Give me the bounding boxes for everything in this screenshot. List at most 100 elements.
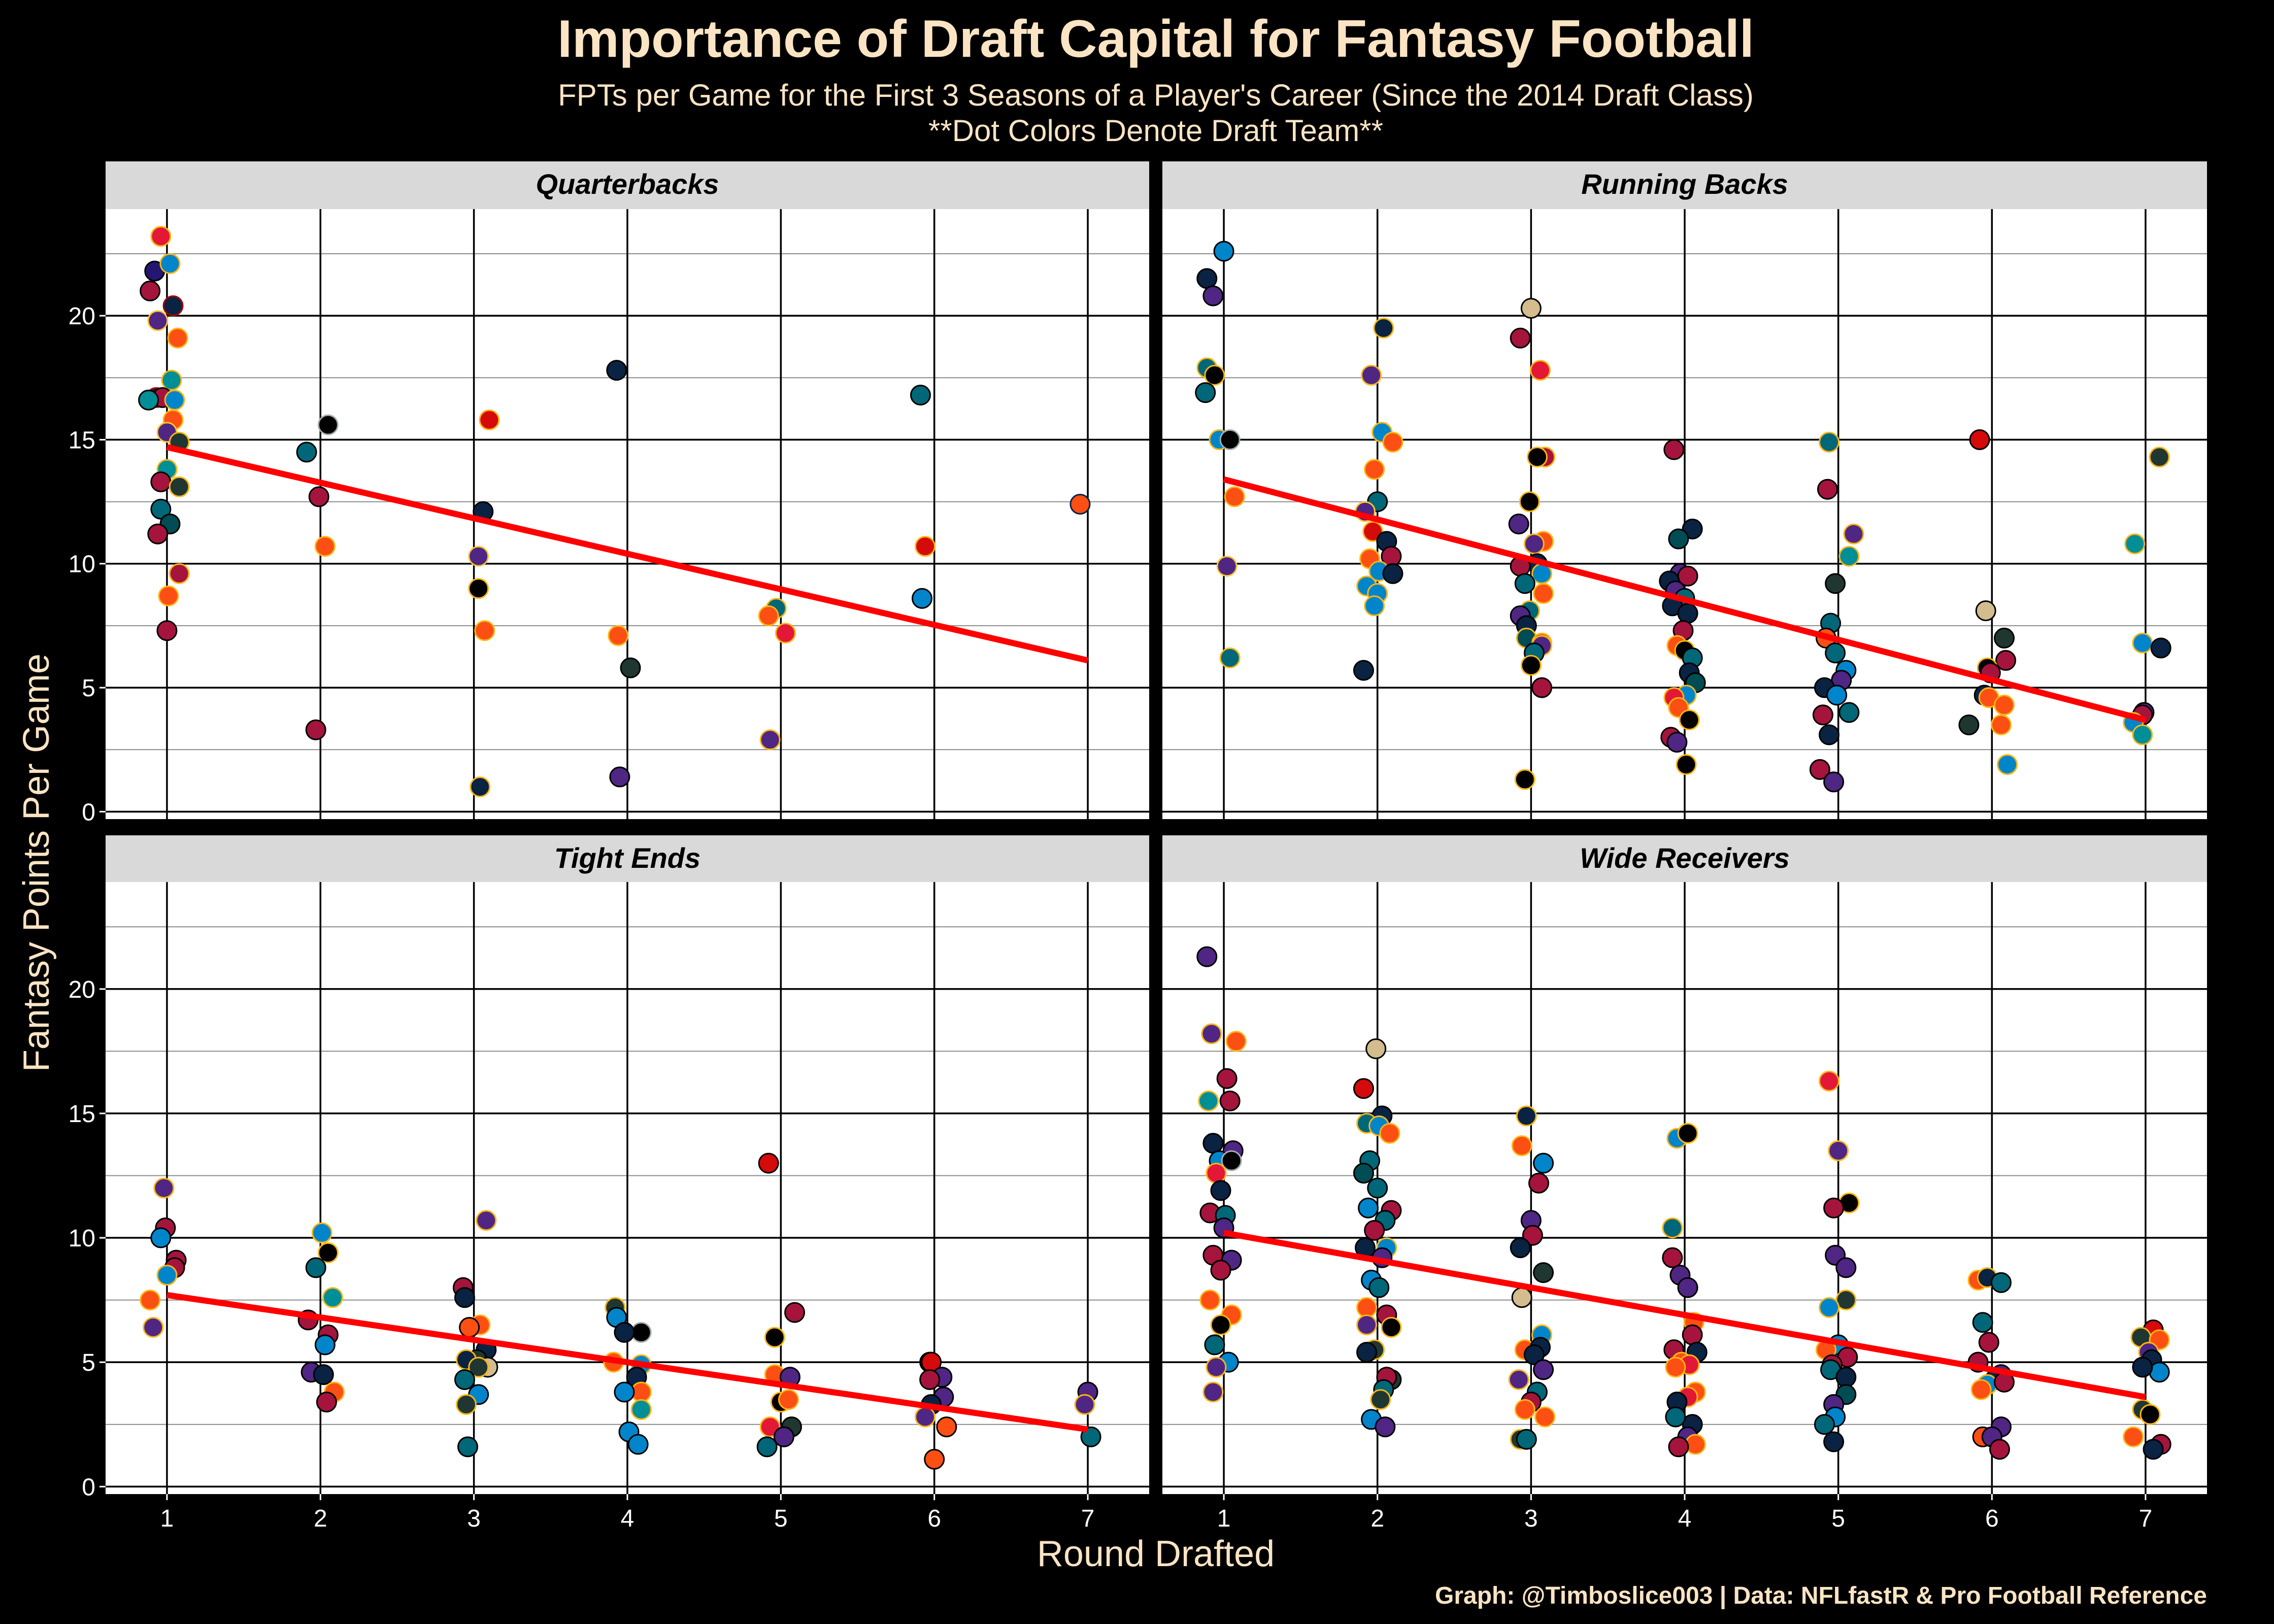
data-point — [1199, 1290, 1221, 1311]
data-point — [775, 623, 796, 644]
data-point — [1520, 297, 1542, 319]
trend-line — [1223, 1230, 2146, 1400]
data-point — [1523, 533, 1545, 555]
data-point — [778, 1389, 799, 1410]
data-point — [1843, 523, 1864, 545]
data-point — [758, 1153, 779, 1174]
data-point — [1368, 1277, 1390, 1298]
x-tick-label: 2 — [1370, 1505, 1384, 1532]
data-point — [912, 588, 933, 609]
chart-subtitle-line2: **Dot Colors Denote Draft Team** — [928, 114, 1383, 148]
y-tick-label: 5 — [82, 1349, 95, 1376]
data-point — [159, 253, 181, 274]
data-point — [1069, 493, 1091, 515]
data-point — [915, 536, 936, 557]
strip-label-tight-ends: Tight Ends — [554, 842, 700, 874]
data-point — [1210, 1260, 1231, 1281]
data-point — [1817, 479, 1838, 500]
data-point — [1823, 1197, 1845, 1219]
data-point — [2149, 447, 2170, 468]
data-point — [756, 1436, 778, 1458]
data-point — [1666, 732, 1688, 753]
data-point — [1972, 1312, 1993, 1333]
data-point — [1812, 704, 1833, 726]
strip-tight-ends — [106, 835, 1149, 883]
data-point — [2132, 632, 2153, 654]
data-point — [162, 295, 184, 317]
data-point — [169, 563, 190, 584]
data-point — [164, 389, 185, 411]
data-point — [1685, 1434, 1706, 1455]
data-point — [1828, 1140, 1849, 1161]
strip-label-running-backs: Running Backs — [1581, 168, 1788, 200]
data-point — [1818, 1070, 1840, 1092]
data-point — [305, 1257, 326, 1278]
data-point — [313, 1364, 334, 1385]
y-tick-label: 10 — [69, 1225, 95, 1252]
data-point — [1510, 327, 1531, 349]
strip-label-quarterbacks: Quarterbacks — [536, 168, 719, 200]
data-point — [296, 442, 317, 463]
strip-wide-receivers — [1162, 835, 2207, 883]
data-point — [1221, 1150, 1242, 1171]
data-point — [1508, 514, 1529, 535]
data-point — [1216, 1068, 1238, 1089]
data-point — [1216, 556, 1238, 577]
data-point — [474, 620, 495, 641]
data-point — [156, 620, 178, 641]
data-point — [614, 1322, 635, 1343]
data-point — [153, 1177, 175, 1199]
data-point — [1662, 1247, 1683, 1268]
data-point — [1520, 655, 1542, 676]
data-point — [1533, 583, 1554, 604]
x-tick-label: 2 — [314, 1505, 327, 1532]
data-point — [1519, 491, 1540, 513]
data-point — [1511, 1287, 1532, 1308]
trend-line — [1223, 476, 2147, 723]
data-point — [1204, 1334, 1225, 1356]
x-tick-label: 5 — [774, 1505, 788, 1532]
data-point — [1990, 1272, 2012, 1293]
data-point — [138, 389, 159, 411]
data-point — [2143, 1439, 2164, 1460]
data-point — [1995, 650, 2017, 671]
data-point — [1196, 268, 1218, 289]
data-point — [311, 1222, 332, 1243]
chart-subtitle-line1: FPTs per Game for the First 3 Seasons of… — [558, 78, 1754, 112]
data-point — [1210, 1314, 1231, 1336]
y-tick-label: 20 — [69, 303, 95, 330]
data-point — [1818, 724, 1840, 746]
data-point — [1353, 1163, 1374, 1184]
data-point — [2150, 637, 2171, 659]
data-point — [1533, 1262, 1554, 1283]
data-point — [758, 605, 779, 626]
data-point — [1364, 1220, 1385, 1241]
data-point — [924, 1448, 945, 1470]
y-tick-label: 15 — [69, 427, 95, 454]
data-point — [1370, 1389, 1391, 1410]
panel-running-backs: Running Backs — [1162, 161, 2207, 819]
x-tick-label: 1 — [1217, 1505, 1231, 1532]
data-point — [1534, 1406, 1556, 1428]
data-point — [1198, 1090, 1219, 1111]
data-point — [1990, 714, 2012, 735]
y-tick-label: 10 — [69, 551, 95, 578]
data-point — [2132, 724, 2153, 746]
data-point — [1677, 1277, 1698, 1298]
data-point — [150, 1227, 172, 1248]
data-point — [161, 369, 182, 391]
data-point — [1528, 1172, 1549, 1194]
data-point — [143, 1317, 164, 1338]
data-point — [1381, 1317, 1402, 1338]
x-tick-label: 7 — [1081, 1505, 1095, 1532]
panel-tight-ends: Tight Ends 0 5 10 15 20 1 2 3 4 5 6 7 — [69, 835, 1149, 1532]
data-point — [1213, 241, 1234, 262]
data-point — [1969, 429, 1990, 450]
x-tick-label: 3 — [467, 1505, 481, 1532]
data-point — [322, 1287, 343, 1308]
data-point — [147, 310, 169, 331]
data-point — [308, 486, 329, 507]
data-point — [1364, 459, 1385, 480]
data-point — [1202, 1133, 1224, 1154]
data-point — [620, 657, 641, 679]
